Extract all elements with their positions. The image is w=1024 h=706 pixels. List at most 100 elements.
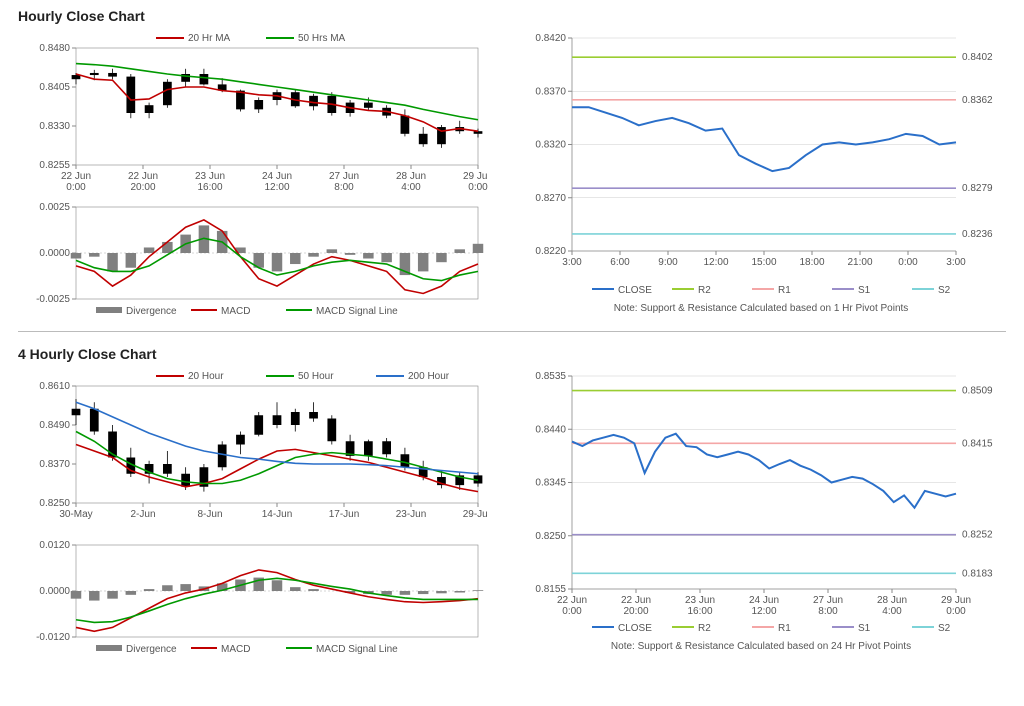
- svg-text:Divergence: Divergence: [126, 644, 177, 655]
- svg-text:14-Jun: 14-Jun: [262, 509, 293, 520]
- svg-text:0.0025: 0.0025: [39, 202, 70, 213]
- svg-text:0.8155: 0.8155: [535, 584, 566, 595]
- svg-text:8-Jun: 8-Jun: [197, 509, 222, 520]
- section-divider: [18, 331, 1006, 332]
- svg-text:0.8420: 0.8420: [535, 33, 566, 44]
- svg-text:28 Jun4:00: 28 Jun4:00: [877, 595, 907, 617]
- svg-text:MACD: MACD: [221, 644, 250, 655]
- svg-text:29 Jun0:00: 29 Jun0:00: [463, 171, 488, 193]
- svg-text:0.0000: 0.0000: [39, 586, 70, 597]
- svg-text:CLOSE: CLOSE: [618, 285, 652, 296]
- svg-text:0.8345: 0.8345: [535, 478, 566, 489]
- svg-text:0.8320: 0.8320: [535, 140, 566, 151]
- svg-text:24 Jun12:00: 24 Jun12:00: [262, 171, 292, 193]
- hourly-section: Hourly Close Chart 20 Hr MA 50 Hrs MA 0.82…: [0, 0, 1024, 325]
- svg-text:30-May: 30-May: [59, 509, 92, 520]
- svg-text:0.8440: 0.8440: [535, 424, 566, 435]
- hourly-price-chart: 20 Hr MA 50 Hrs MA 0.8255 0.8330 0.8405 0.848…: [18, 26, 488, 201]
- svg-text:0.8535: 0.8535: [535, 371, 566, 382]
- svg-text:0.8252: 0.8252: [962, 530, 993, 541]
- svg-text:0.8362: 0.8362: [962, 95, 993, 106]
- svg-text:12:00: 12:00: [703, 257, 728, 268]
- svg-text:S1: S1: [858, 285, 871, 296]
- svg-text:20 Hour: 20 Hour: [188, 371, 224, 382]
- svg-text:200 Hour: 200 Hour: [408, 371, 450, 382]
- svg-text:6:00: 6:00: [610, 257, 630, 268]
- svg-text:27 Jun8:00: 27 Jun8:00: [329, 171, 359, 193]
- svg-text:17-Jun: 17-Jun: [329, 509, 360, 520]
- hourly-macd-chart: -0.0025 0.0000 0.0025 Divergence MACD MACD Si…: [18, 201, 488, 321]
- svg-text:-0.0120: -0.0120: [36, 632, 70, 643]
- svg-text:0.8255: 0.8255: [39, 160, 70, 171]
- svg-text:0.8490: 0.8490: [39, 420, 70, 431]
- four-hourly-price-chart: 20 Hour 50 Hour 200 Hour 0.8250 0.8370 0.8490…: [18, 364, 488, 539]
- svg-text:S2: S2: [938, 285, 951, 296]
- svg-text:R1: R1: [778, 285, 791, 296]
- svg-text:0.8220: 0.8220: [535, 246, 566, 257]
- four-hourly-title: 4 Hourly Close Chart: [18, 346, 1006, 362]
- svg-text:2-Jun: 2-Jun: [130, 509, 155, 520]
- svg-text:3:00: 3:00: [562, 257, 582, 268]
- svg-text:0.0120: 0.0120: [39, 540, 70, 551]
- svg-text:22 Jun20:00: 22 Jun20:00: [128, 171, 158, 193]
- hourly-left-col: 20 Hr MA 50 Hrs MA 0.8255 0.8330 0.8405 0.848…: [18, 26, 496, 321]
- svg-text:21:00: 21:00: [847, 257, 872, 268]
- svg-text:0:00: 0:00: [898, 257, 918, 268]
- svg-text:23 Jun16:00: 23 Jun16:00: [685, 595, 715, 617]
- hourly-title: Hourly Close Chart: [18, 8, 1006, 24]
- svg-text:29 Jun0:00: 29 Jun0:00: [941, 595, 971, 617]
- svg-text:0.8610: 0.8610: [39, 381, 70, 392]
- svg-text:MACD: MACD: [221, 306, 250, 317]
- svg-text:9:00: 9:00: [658, 257, 678, 268]
- svg-text:0.0000: 0.0000: [39, 248, 70, 259]
- svg-text:0.8370: 0.8370: [535, 86, 566, 97]
- hourly-right-col: 0.8220 0.8270 0.8320 0.8370 0.8420 3:00 6:00 9:…: [516, 26, 1006, 321]
- svg-text:0.8402: 0.8402: [962, 52, 993, 63]
- svg-text:0.8279: 0.8279: [962, 183, 993, 194]
- svg-text:0.8370: 0.8370: [39, 459, 70, 470]
- svg-text:3:00: 3:00: [946, 257, 966, 268]
- svg-text:0.8250: 0.8250: [535, 531, 566, 542]
- hourly-sr-chart: 0.8220 0.8270 0.8320 0.8370 0.8420 3:00 6:00 9:…: [516, 26, 1006, 301]
- svg-text:22 Jun0:00: 22 Jun0:00: [61, 171, 91, 193]
- svg-text:S1: S1: [858, 623, 871, 634]
- svg-text:MACD Signal Line: MACD Signal Line: [316, 306, 398, 317]
- svg-text:15:00: 15:00: [751, 257, 776, 268]
- svg-text:0.8330: 0.8330: [39, 121, 70, 132]
- svg-text:0.8405: 0.8405: [39, 82, 70, 93]
- svg-text:CLOSE: CLOSE: [618, 623, 652, 634]
- svg-text:20 Hr MA: 20 Hr MA: [188, 33, 231, 44]
- svg-text:-0.0025: -0.0025: [36, 294, 70, 305]
- svg-text:29-Jun: 29-Jun: [463, 509, 488, 520]
- svg-text:27 Jun8:00: 27 Jun8:00: [813, 595, 843, 617]
- svg-text:R1: R1: [778, 623, 791, 634]
- svg-text:MACD Signal Line: MACD Signal Line: [316, 644, 398, 655]
- svg-text:0.8250: 0.8250: [39, 498, 70, 509]
- svg-text:S2: S2: [938, 623, 951, 634]
- four-hourly-left-col: 20 Hour 50 Hour 200 Hour 0.8250 0.8370 0.8490…: [18, 364, 496, 659]
- four-hourly-sr-note: Note: Support & Resistance Calculated ba…: [516, 641, 1006, 652]
- svg-text:0.8480: 0.8480: [39, 43, 70, 54]
- svg-text:22 Jun20:00: 22 Jun20:00: [621, 595, 651, 617]
- svg-text:50 Hrs MA: 50 Hrs MA: [298, 33, 346, 44]
- svg-text:Divergence: Divergence: [126, 306, 177, 317]
- hourly-sr-note: Note: Support & Resistance Calculated ba…: [516, 303, 1006, 314]
- svg-text:0.8183: 0.8183: [962, 568, 993, 579]
- svg-text:R2: R2: [698, 285, 711, 296]
- svg-text:R2: R2: [698, 623, 711, 634]
- svg-text:0.8415: 0.8415: [962, 438, 993, 449]
- svg-text:0.8236: 0.8236: [962, 229, 993, 240]
- svg-text:24 Jun12:00: 24 Jun12:00: [749, 595, 779, 617]
- svg-text:0.8509: 0.8509: [962, 386, 993, 397]
- four-hourly-section: 4 Hourly Close Chart 20 Hour 50 Hour 200 H…: [0, 338, 1024, 663]
- svg-text:28 Jun4:00: 28 Jun4:00: [396, 171, 426, 193]
- svg-text:22 Jun0:00: 22 Jun0:00: [557, 595, 587, 617]
- svg-text:23-Jun: 23-Jun: [396, 509, 427, 520]
- svg-text:23 Jun16:00: 23 Jun16:00: [195, 171, 225, 193]
- svg-text:0.8270: 0.8270: [535, 193, 566, 204]
- four-hourly-macd-chart: -0.0120 0.0000 0.0120 Divergence MACD MACD Si…: [18, 539, 488, 659]
- four-hourly-sr-chart: 0.8155 0.8250 0.8345 0.8440 0.8535 22 Jun0:00…: [516, 364, 1006, 639]
- svg-text:18:00: 18:00: [799, 257, 824, 268]
- four-hourly-right-col: 0.8155 0.8250 0.8345 0.8440 0.8535 22 Jun0:00…: [516, 364, 1006, 659]
- svg-text:50 Hour: 50 Hour: [298, 371, 334, 382]
